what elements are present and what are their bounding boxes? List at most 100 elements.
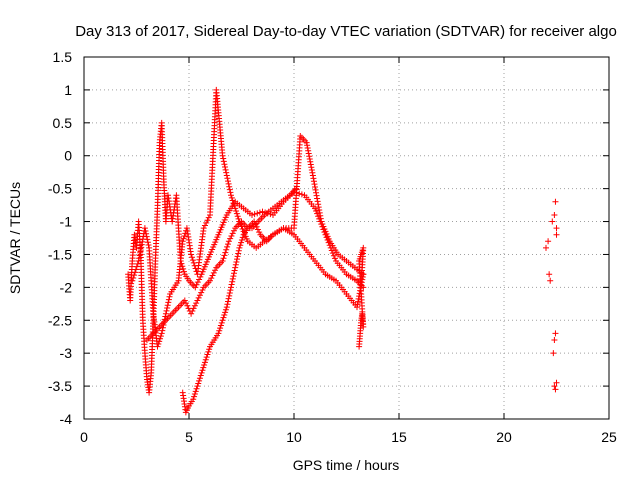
data-point bbox=[251, 211, 258, 218]
data-point bbox=[233, 258, 240, 265]
data-point bbox=[316, 209, 323, 216]
data-point bbox=[220, 155, 227, 162]
data-point bbox=[217, 325, 224, 332]
data-point bbox=[135, 258, 142, 265]
data-point bbox=[130, 274, 137, 281]
data-point bbox=[188, 310, 195, 317]
data-point bbox=[200, 364, 207, 371]
data-point bbox=[234, 253, 241, 260]
data-point bbox=[307, 158, 314, 165]
data-point bbox=[552, 198, 559, 205]
axis-ticks: 0 5 10 15 20 25 1.5 1 0.5 0 -0.5 -1 -1.5 -2 -2.5 -3 -3.5… bbox=[48, 49, 617, 445]
data-point bbox=[309, 172, 316, 179]
data-point bbox=[162, 310, 169, 317]
data-point bbox=[232, 264, 239, 271]
data-point bbox=[206, 346, 213, 353]
data-point bbox=[184, 302, 191, 309]
data-point bbox=[293, 185, 300, 192]
data-point bbox=[235, 250, 242, 257]
data-point bbox=[226, 292, 233, 299]
data-point bbox=[189, 308, 196, 315]
data-point bbox=[141, 225, 148, 232]
data-point bbox=[144, 236, 151, 243]
data-point bbox=[233, 210, 240, 217]
data-point bbox=[228, 192, 234, 199]
data-point bbox=[225, 295, 232, 302]
data-point bbox=[306, 153, 313, 160]
data-point bbox=[330, 252, 337, 259]
data-point bbox=[180, 265, 187, 272]
data-point bbox=[196, 276, 203, 283]
data-point bbox=[223, 304, 230, 311]
data-point bbox=[181, 297, 188, 304]
data-point bbox=[205, 348, 212, 355]
data-point bbox=[155, 340, 162, 347]
data-point bbox=[164, 302, 171, 309]
data-point bbox=[313, 189, 320, 196]
data-point bbox=[551, 383, 558, 390]
y-tick-label: -1 bbox=[60, 214, 73, 230]
data-point bbox=[259, 208, 266, 215]
data-point bbox=[191, 393, 198, 400]
data-point bbox=[138, 244, 145, 251]
data-point bbox=[199, 367, 206, 374]
x-tick-label: 20 bbox=[496, 429, 512, 445]
data-point bbox=[181, 233, 188, 240]
data-point bbox=[212, 267, 219, 274]
y-tick-label: -2.5 bbox=[48, 312, 72, 328]
data-point bbox=[195, 294, 202, 301]
data-point bbox=[225, 178, 231, 185]
data-point bbox=[198, 369, 205, 376]
data-point bbox=[221, 161, 228, 168]
data-point bbox=[228, 281, 235, 288]
data-point bbox=[226, 186, 233, 193]
data-point bbox=[254, 210, 261, 217]
data-point bbox=[317, 212, 324, 219]
y-tick-label: 0 bbox=[64, 148, 72, 164]
data-point bbox=[197, 372, 204, 379]
data-point bbox=[298, 191, 305, 198]
data-point bbox=[138, 241, 145, 248]
data-point bbox=[204, 351, 211, 358]
data-point bbox=[193, 385, 200, 392]
data-point bbox=[315, 204, 322, 211]
data-point bbox=[310, 175, 317, 182]
x-axis-title: GPS time / hours bbox=[293, 457, 400, 473]
data-point bbox=[222, 309, 229, 316]
data-point bbox=[314, 210, 321, 217]
data-point bbox=[303, 139, 310, 146]
data-point bbox=[133, 263, 140, 270]
data-point bbox=[227, 235, 234, 242]
data-point bbox=[355, 298, 362, 305]
data-point bbox=[256, 209, 263, 216]
data-point bbox=[229, 197, 236, 204]
data-point bbox=[312, 186, 319, 193]
data-point bbox=[208, 275, 215, 282]
data-point bbox=[235, 247, 242, 254]
data-point bbox=[551, 337, 558, 344]
plot-frame bbox=[83, 56, 610, 420]
data-point bbox=[132, 266, 139, 273]
data-point bbox=[180, 268, 187, 275]
data-point bbox=[312, 183, 318, 190]
data-point bbox=[223, 172, 230, 179]
data-point bbox=[230, 200, 237, 207]
data-point bbox=[142, 227, 149, 234]
data-point bbox=[219, 258, 226, 265]
data-point bbox=[157, 335, 164, 342]
data-point bbox=[231, 267, 238, 274]
data-point bbox=[191, 390, 198, 397]
y-tick-label: 1 bbox=[64, 82, 72, 98]
data-point bbox=[166, 293, 173, 300]
data-point bbox=[309, 169, 316, 176]
data-point bbox=[201, 362, 208, 369]
data-point bbox=[249, 211, 255, 218]
data-point bbox=[234, 213, 241, 220]
data-point bbox=[222, 166, 229, 173]
data-point bbox=[202, 356, 209, 363]
data-point bbox=[199, 286, 206, 293]
data-point bbox=[194, 279, 201, 286]
data-point bbox=[311, 181, 318, 188]
data-point bbox=[225, 241, 231, 248]
data-point bbox=[543, 244, 549, 251]
